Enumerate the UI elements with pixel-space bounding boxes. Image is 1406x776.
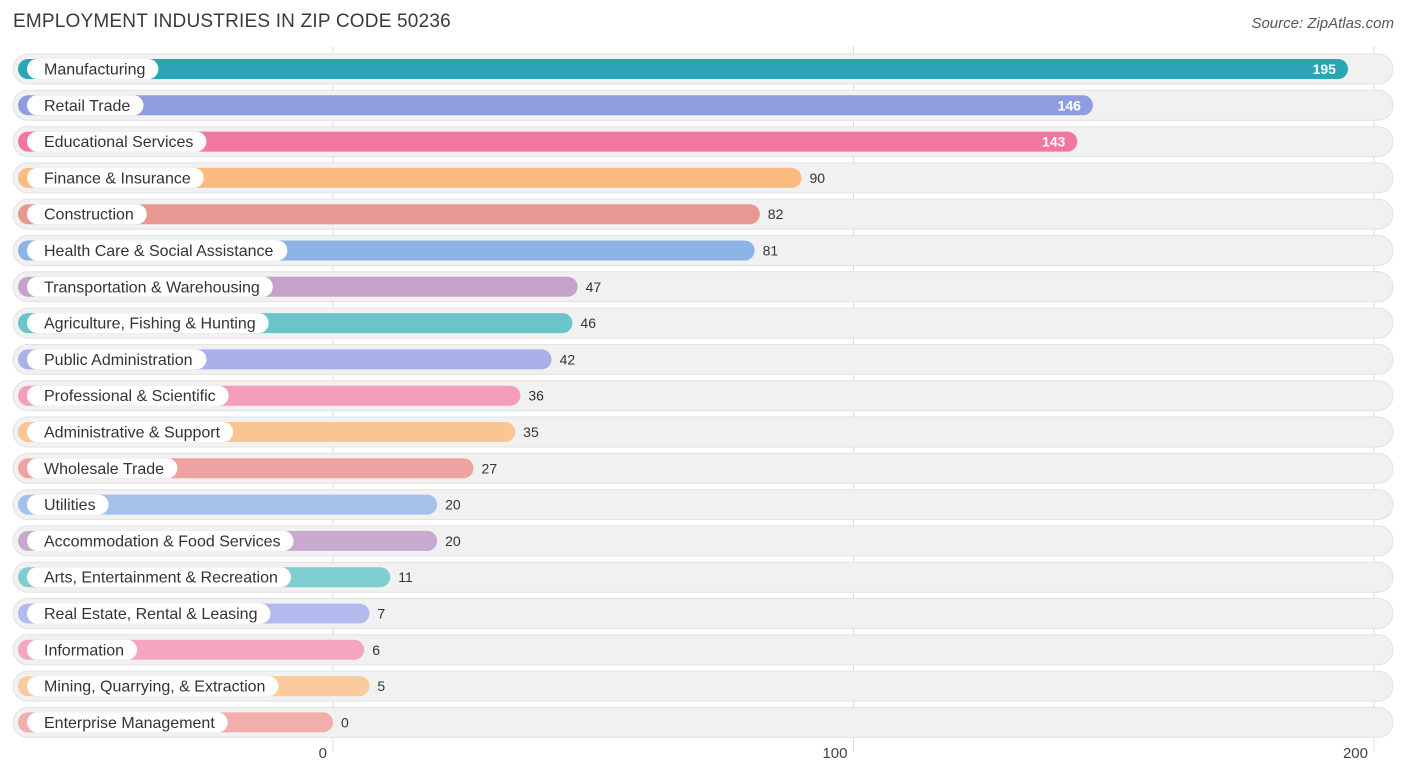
bar-row: Utilities 20 [12, 489, 1394, 521]
bar-row: Agriculture, Fishing & Hunting 46 [12, 307, 1394, 339]
x-tick-label: 200 [1343, 745, 1368, 762]
bar-row: Finance & Insurance 90 [12, 162, 1394, 194]
bar-label-bg [27, 530, 294, 551]
bar-label: Manufacturing [44, 62, 145, 79]
bar-label-bg [27, 131, 207, 152]
bar-label: Mining, Quarrying, & Extraction [44, 679, 265, 696]
bar-label: Wholesale Trade [44, 461, 164, 478]
chart-title: EMPLOYMENT INDUSTRIES IN ZIP CODE 50236 [13, 11, 451, 32]
bar-value: 35 [523, 424, 539, 440]
bar-value: 0 [341, 714, 349, 730]
bar-label-bg [27, 385, 229, 406]
bar-label-bg [27, 240, 288, 261]
bar-value: 146 [1058, 97, 1082, 113]
bar [18, 167, 802, 188]
bar [18, 204, 760, 225]
bar-value: 27 [482, 460, 498, 476]
bar-row: Accommodation & Food Services 20 [12, 525, 1394, 557]
bar-value: 81 [763, 243, 779, 259]
bar-label-bg [27, 349, 207, 370]
bar-label: Health Care & Social Assistance [44, 243, 274, 260]
bar-label: Educational Services [44, 134, 193, 151]
bar-label: Arts, Entertainment & Recreation [44, 570, 278, 587]
bar-value: 90 [809, 170, 825, 186]
bar-value: 5 [377, 678, 385, 694]
bar-label: Transportation & Warehousing [44, 279, 260, 296]
bar-row: Health Care & Social Assistance 81 [12, 235, 1394, 266]
bar-label: Finance & Insurance [44, 170, 191, 187]
bar [18, 95, 1093, 116]
bar-label: Agriculture, Fishing & Hunting [44, 316, 256, 333]
bar [18, 59, 1348, 79]
bar-row: Wholesale Trade 27 [12, 452, 1394, 484]
bar-label-bg [27, 422, 234, 442]
bar-value: 6 [372, 642, 380, 658]
bar-row: Transportation & Warehousing 47 [12, 271, 1394, 303]
bar-label: Real Estate, Rental & Leasing [44, 606, 257, 623]
bar-label-bg [27, 494, 109, 515]
bar-label-bg [27, 167, 204, 188]
bar-row: Retail Trade 146 [12, 89, 1394, 121]
x-tick-label: 0 [319, 745, 327, 762]
bar-label: Administrative & Support [44, 425, 221, 442]
bar-label-bg [27, 567, 291, 588]
bar-label: Enterprise Management [44, 715, 215, 732]
bar-label-bg [27, 458, 178, 479]
bar [18, 131, 1078, 152]
bar-label: Utilities [44, 497, 96, 514]
bar-value: 47 [586, 279, 602, 295]
bar [18, 494, 438, 515]
bar-row: Mining, Quarrying, & Extraction 5 [12, 670, 1394, 702]
bar-label: Public Administration [44, 352, 193, 369]
chart-source: Source: ZipAtlas.com [1251, 15, 1394, 32]
bar-value: 36 [528, 388, 544, 404]
bar-value: 20 [445, 533, 461, 549]
bar-row: Construction 82 [12, 198, 1394, 230]
x-tick-label: 100 [822, 745, 847, 762]
bar-row: Information 6 [12, 634, 1394, 666]
bar-row: Educational Services 143 [12, 126, 1394, 158]
bar-label-bg [27, 204, 147, 225]
bar-value: 20 [445, 497, 461, 513]
bar-value: 7 [377, 606, 385, 622]
bar-label: Construction [44, 207, 134, 224]
bar-track [12, 706, 1394, 738]
bar-row: Real Estate, Rental & Leasing 7 [12, 598, 1394, 629]
bar-value: 46 [580, 315, 596, 331]
bar-label-bg [27, 59, 159, 79]
bar-label-bg [27, 712, 228, 733]
bar-value: 11 [398, 569, 413, 585]
bar-label-bg [27, 276, 273, 297]
bar-label-bg [27, 313, 269, 334]
bar-label: Professional & Scientific [44, 388, 216, 405]
bar-row: Professional & Scientific 36 [12, 380, 1394, 412]
bar-label: Retail Trade [44, 98, 130, 115]
bar-row: Arts, Entertainment & Recreation 11 [12, 561, 1394, 593]
bar-label: Information [44, 642, 124, 659]
bar-value: 82 [768, 206, 784, 222]
bar-label-bg [27, 676, 279, 697]
bar-row: Administrative & Support 35 [12, 416, 1394, 448]
bar-row: Public Administration 42 [12, 343, 1394, 375]
bar-value: 195 [1313, 61, 1337, 77]
bar-value: 143 [1042, 134, 1066, 150]
bar-row: Manufacturing 195 [12, 53, 1394, 85]
bar-label: Accommodation & Food Services [44, 533, 281, 550]
bar-label-bg [27, 603, 271, 624]
bar-value: 42 [560, 351, 576, 367]
bar-label-bg [27, 639, 138, 660]
bar-label-bg [27, 95, 144, 116]
bar-row: Enterprise Management 0 [12, 706, 1394, 738]
